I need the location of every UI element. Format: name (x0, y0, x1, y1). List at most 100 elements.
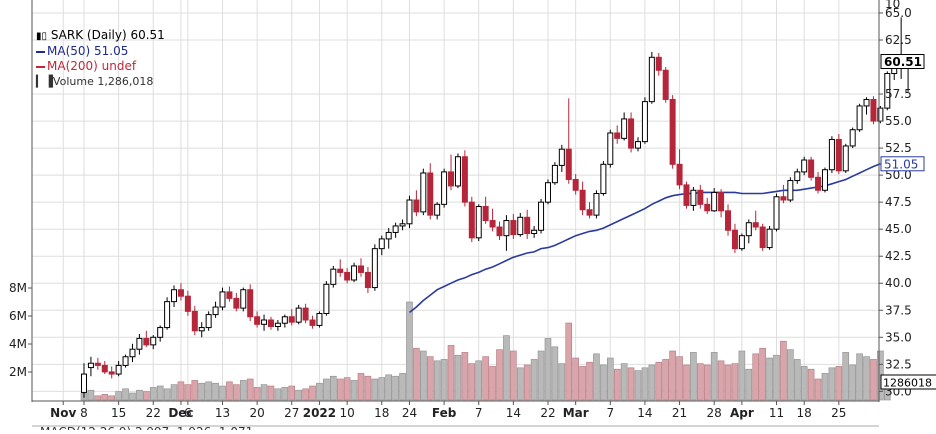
volume-bar (662, 359, 670, 401)
volume-bar (115, 391, 122, 401)
price-tick-label: 65.0 (885, 6, 912, 20)
time-tick-label: 22 (540, 406, 555, 420)
volume-bar (136, 389, 143, 401)
volume-bar (530, 359, 538, 401)
volume-bar (627, 367, 635, 401)
time-tick-label: 27 (284, 406, 299, 420)
candle-body (621, 118, 628, 139)
candle-body (579, 189, 586, 211)
volume-bar (641, 367, 649, 401)
candle-body (711, 191, 718, 212)
time-tick-label: Dec (168, 406, 193, 420)
volume-bar (793, 359, 801, 401)
legend-ma50: MA(50) 51.05 (36, 44, 165, 59)
candle-body (288, 316, 295, 323)
volume-bar (357, 373, 365, 401)
volume-bar (828, 367, 836, 401)
candle-body (517, 216, 524, 236)
price-tick-label: 57.5 (885, 87, 912, 101)
volume-bar (842, 352, 850, 401)
volume-bar (440, 359, 448, 401)
volume-bar (697, 363, 704, 401)
candle-body (157, 327, 164, 338)
volume-bar (406, 301, 413, 401)
volume-bar (461, 352, 469, 401)
candle-body (323, 283, 330, 315)
volume-bar (420, 350, 427, 401)
candle-body (94, 362, 101, 366)
volume-bar (274, 388, 282, 401)
volume-bar (309, 385, 316, 401)
price-tick-label: 42.5 (885, 249, 912, 263)
last-volume-label: 1286018 (883, 376, 932, 389)
volume-bar (426, 356, 434, 401)
volume-bar (239, 380, 247, 401)
candle-body (731, 229, 738, 250)
volume-bars-icon: ▎▐ (36, 75, 53, 88)
volume-bar (523, 364, 531, 401)
volume-bar (648, 364, 656, 401)
volume-bar (94, 395, 102, 401)
candle-body (780, 196, 787, 201)
candle-body (600, 163, 607, 195)
candle-body (551, 164, 558, 184)
volume-bar (849, 364, 856, 401)
volume-bar (177, 381, 185, 401)
volume-bar (634, 370, 642, 401)
volume-bar (586, 361, 593, 401)
volume-bar (329, 375, 337, 401)
volume-bar (385, 374, 393, 401)
ma50-line (409, 163, 881, 314)
candle-body (177, 289, 184, 297)
volume-bar (551, 346, 559, 401)
price-tick-label: 37.5 (885, 303, 912, 317)
volume-bar (101, 394, 109, 401)
candle-body (842, 145, 849, 172)
candle-body (101, 364, 108, 373)
volume-bar (572, 357, 579, 401)
candle-body (593, 193, 600, 216)
candle-body (759, 226, 766, 249)
candle-body (406, 199, 413, 225)
last-ma50-box (880, 156, 925, 172)
volume-bar (870, 359, 877, 401)
candle-body (385, 231, 392, 240)
candle-body (226, 291, 233, 299)
candle-body (482, 205, 489, 222)
candle-body (725, 210, 732, 231)
volume-bar (212, 382, 219, 401)
candle-body (219, 291, 226, 308)
candle-body (413, 199, 420, 213)
candle-body (544, 182, 551, 203)
candle-body (330, 268, 337, 285)
candle-body (510, 220, 517, 236)
candle-body (821, 169, 828, 191)
candle-body (143, 337, 150, 346)
price-tick-label: 35.0 (885, 330, 912, 344)
volume-bar (156, 385, 164, 401)
volume-bar (392, 375, 399, 401)
candle-body (420, 172, 427, 213)
candle-body (399, 223, 406, 227)
volume-tick-label: 2M (9, 365, 27, 379)
candle-body (434, 203, 441, 216)
candle-body (129, 348, 136, 358)
time-tick-label: 18 (374, 406, 389, 420)
candle-body (863, 98, 870, 107)
candle-body (538, 201, 545, 231)
volume-bar (433, 360, 441, 401)
volume-bar (807, 368, 815, 401)
candle-body (171, 289, 178, 303)
candle-body (828, 138, 835, 171)
price-tick-label: 45.0 (885, 222, 912, 236)
time-tick-label: 20 (249, 406, 264, 420)
volume-bar (302, 388, 309, 401)
candle-body (122, 356, 129, 366)
candle-body (524, 216, 531, 235)
volume-bar (606, 357, 614, 401)
price-tick-label: 40.0 (885, 276, 912, 290)
candle-body (81, 373, 87, 393)
time-tick-label: 24 (402, 406, 417, 420)
candle-body (337, 268, 344, 273)
